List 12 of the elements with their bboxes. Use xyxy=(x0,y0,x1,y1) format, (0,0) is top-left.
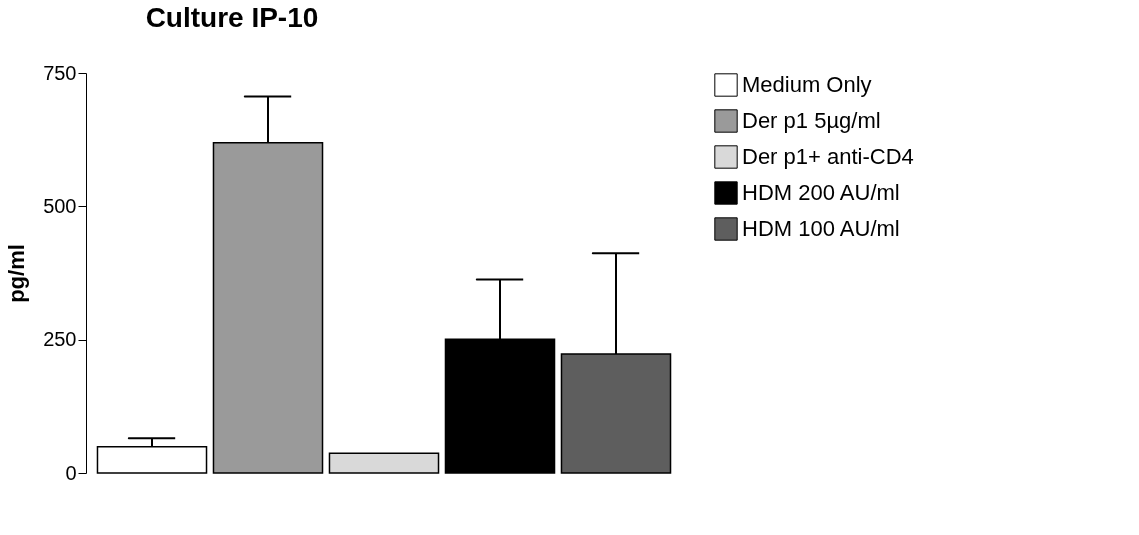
y-tick-label: 250 xyxy=(43,328,77,351)
legend-label: Der p1 5µg/ml xyxy=(742,108,881,133)
y-tick-label: 750 xyxy=(43,61,77,84)
legend-label: HDM 100 AU/ml xyxy=(742,216,900,241)
legend-label: HDM 200 AU/ml xyxy=(742,180,900,205)
y-tick-label: 0 xyxy=(65,461,77,484)
legend-label: Medium Only xyxy=(742,72,872,97)
bar xyxy=(328,452,440,474)
y-tick-label: 500 xyxy=(43,194,77,217)
legend-label: Der p1+ anti-CD4 xyxy=(742,144,914,169)
y-axis-title: pg/ml xyxy=(4,244,30,303)
chart-title: Culture IP-10 xyxy=(145,2,319,33)
